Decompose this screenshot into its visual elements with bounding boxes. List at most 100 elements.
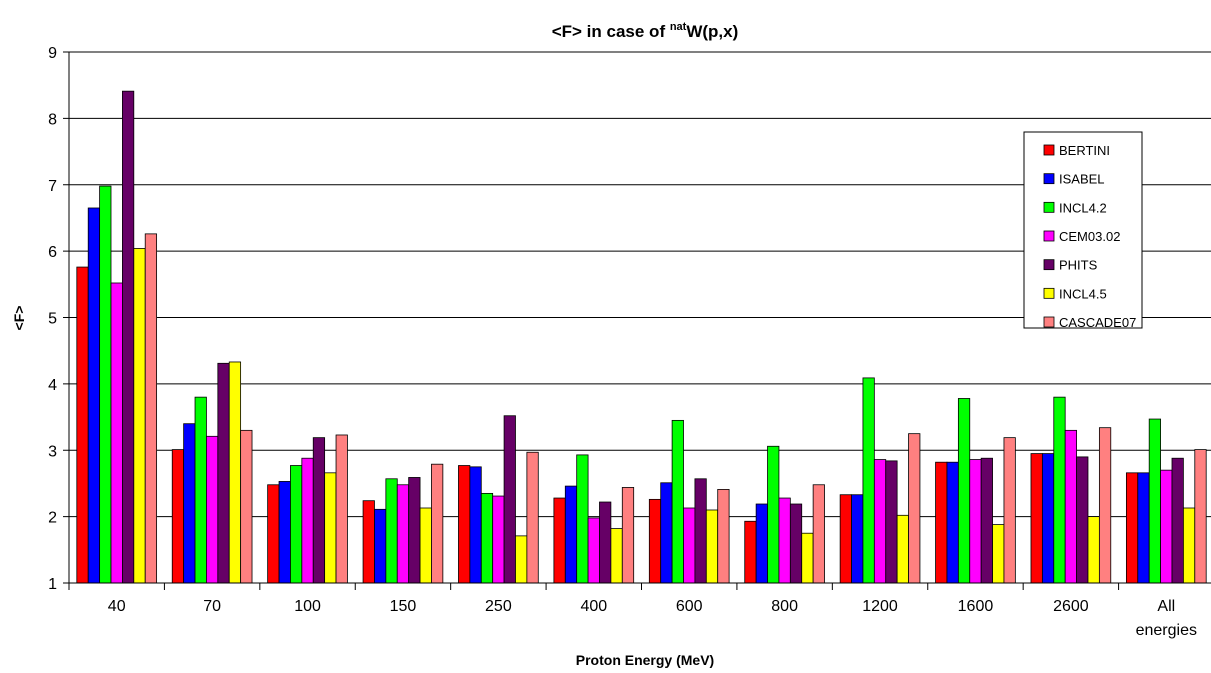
- bar-cascade07: [144, 233, 158, 584]
- bar-bertini: [744, 520, 757, 584]
- bar-phits: [503, 415, 516, 584]
- bar-phits: [217, 362, 230, 584]
- legend-swatch: [1043, 201, 1055, 213]
- bar-cascade07: [1098, 427, 1112, 584]
- bar-cascade07: [335, 434, 348, 584]
- bar-bertini: [1125, 472, 1139, 584]
- bar-cascade07: [812, 484, 825, 584]
- bar-incl4-2: [194, 396, 207, 584]
- bar-cascade07: [908, 433, 921, 584]
- x-tick-label: 100: [294, 598, 321, 615]
- bar-phits: [980, 457, 993, 584]
- bar-isabel: [278, 481, 291, 584]
- chart-title-suffix: W(p,x): [686, 22, 738, 41]
- bar-cem03-02: [396, 484, 410, 584]
- legend-swatch: [1043, 144, 1055, 156]
- chart-title-superscript: nat: [670, 21, 687, 33]
- bar-incl4-5: [324, 472, 337, 584]
- legend-swatch: [1043, 287, 1055, 299]
- bar-incl4-5: [992, 524, 1005, 584]
- legend-label: BERTINI: [1059, 143, 1110, 158]
- plot-area: 1 2 3 4 5 6 7 8 9 40 70 100 150 250 400 600 800 1200 1600 2…: [48, 45, 1211, 639]
- bar-incl4-5: [705, 509, 719, 584]
- bar-phits: [122, 90, 135, 584]
- bar-bertini: [76, 266, 89, 584]
- y-tick-label: 3: [48, 443, 57, 460]
- bar-isabel: [564, 485, 578, 584]
- x-tick-label: 800: [771, 598, 798, 615]
- bar-cem03-02: [969, 459, 982, 584]
- bar-cem03-02: [873, 459, 887, 584]
- bar-incl4-5: [610, 528, 623, 584]
- legend-label: ISABEL: [1059, 172, 1105, 187]
- bar-phits: [312, 437, 326, 584]
- bar-cem03-02: [587, 517, 600, 584]
- bar-incl4-2: [290, 465, 303, 584]
- bar-cem03-02: [1064, 429, 1077, 584]
- legend-label: PHITS: [1059, 258, 1098, 273]
- bar-cascade07: [240, 429, 253, 584]
- x-axis-label: Proton Energy (MeV): [576, 652, 714, 668]
- legend-swatch: [1043, 230, 1055, 242]
- bar-bertini: [458, 465, 471, 584]
- bar-isabel: [1041, 453, 1055, 584]
- legend-label: CEM03.02: [1059, 229, 1120, 244]
- legend: BERTINI ISABEL INCL4.2 CEM03.02 PHITS INCL4.5…: [1023, 131, 1143, 330]
- bar-cem03-02: [1160, 469, 1173, 584]
- chart-title-prefix: <F> in case of: [552, 22, 670, 41]
- bar-cem03-02: [492, 495, 505, 584]
- x-tick-label: 70: [203, 598, 221, 615]
- bar-incl4-2: [767, 445, 780, 584]
- y-axis-label: <F>: [11, 306, 27, 331]
- bar-isabel: [851, 494, 864, 584]
- bar-phits: [1171, 457, 1184, 584]
- x-tick-label: 40: [108, 598, 126, 615]
- y-tick-label: 1: [48, 576, 57, 593]
- bar-incl4-5: [419, 507, 432, 584]
- bar-isabel: [946, 461, 959, 584]
- bar-incl4-2: [862, 377, 875, 584]
- bar-isabel: [755, 503, 768, 584]
- bar-bertini: [267, 484, 280, 584]
- bar-bertini: [171, 449, 185, 584]
- bar-incl4-2: [671, 419, 684, 584]
- legend-swatch: [1043, 173, 1055, 185]
- bar-incl4-2: [99, 185, 112, 584]
- bar-incl4-2: [385, 478, 398, 584]
- bar-phits: [789, 503, 803, 584]
- chart-title: <F> in case of natW(p,x): [552, 21, 739, 41]
- bar-bertini: [1030, 453, 1043, 584]
- bar-phits: [1076, 456, 1089, 584]
- bar-incl4-5: [1182, 507, 1196, 584]
- bar-cascade07: [621, 487, 635, 584]
- bar-isabel: [183, 423, 196, 584]
- bar-phits: [885, 460, 898, 584]
- bar-cascade07: [717, 489, 730, 584]
- bar-incl4-2: [957, 398, 971, 584]
- bar-phits: [694, 478, 707, 584]
- bar-bertini: [839, 494, 852, 584]
- x-tick-label: 250: [485, 598, 512, 615]
- bar-cem03-02: [683, 507, 696, 584]
- y-tick-label: 4: [48, 377, 57, 394]
- bar-cascade07: [431, 463, 444, 584]
- x-tick-label: All energies: [1136, 598, 1197, 639]
- bar-incl4-2: [1148, 418, 1161, 584]
- bar-isabel: [87, 207, 101, 584]
- x-tick-label: 1200: [862, 598, 898, 615]
- y-tick-label: 6: [48, 244, 57, 261]
- bar-cascade07: [1194, 449, 1207, 584]
- legend-label: INCL4.5: [1059, 286, 1107, 301]
- bar-incl4-2: [576, 454, 589, 584]
- y-tick-label: 8: [48, 111, 57, 128]
- y-tick-label: 7: [48, 178, 57, 195]
- legend-swatch: [1043, 259, 1055, 271]
- y-tick-label: 5: [48, 311, 57, 328]
- bar-incl4-5: [801, 532, 814, 584]
- bar-bertini: [553, 497, 566, 584]
- bar-cem03-02: [110, 282, 123, 584]
- bar-cascade07: [1003, 437, 1016, 584]
- legend-label: CASCADE07: [1059, 315, 1136, 330]
- bar-incl4-5: [133, 248, 146, 584]
